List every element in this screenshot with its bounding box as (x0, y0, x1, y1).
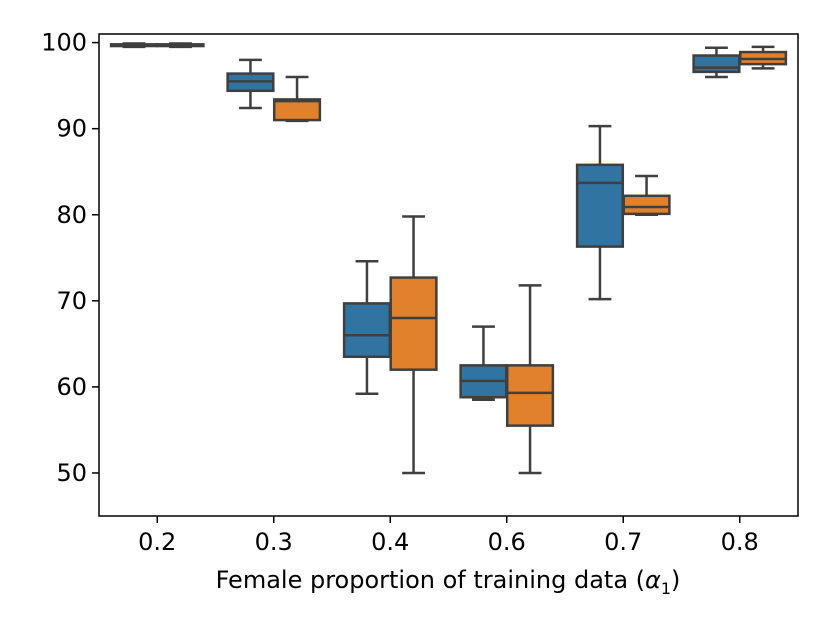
box-series-2-0.4 (389, 215, 438, 475)
box-series-2-0.7 (622, 174, 671, 216)
box-series-2-0.6 (505, 284, 555, 475)
box-series-1-0.2 (109, 42, 159, 49)
x-tick-label: 0.7 (604, 528, 642, 556)
x-axis-title: Female proportion of training data (α1) (216, 566, 681, 598)
box-series-1-0.4 (342, 259, 392, 396)
x-axis-title-text: Female proportion of training data ( (216, 566, 645, 594)
y-tick-label: 80 (56, 201, 87, 229)
box-series-2-0.3 (272, 75, 322, 123)
box-series-2-0.2 (156, 42, 205, 49)
y-tick-label: 50 (56, 459, 87, 487)
x-axis-title-symbol: α (645, 566, 661, 594)
box-body (622, 194, 671, 216)
y-axis: 50 60 70 80 90 100 (41, 29, 99, 487)
box-body (342, 302, 392, 359)
x-tick-label: 0.4 (371, 528, 409, 556)
box-series-2-0.8 (738, 45, 788, 70)
box-body (272, 98, 322, 122)
x-axis-title-suffix: ) (671, 566, 680, 594)
y-tick-label: 60 (56, 373, 87, 401)
box-series-1-0.3 (226, 58, 275, 110)
x-tick-label: 0.8 (721, 528, 759, 556)
boxes-group (109, 42, 788, 475)
plot-frame (98, 33, 799, 517)
box-body (389, 276, 438, 371)
x-axis: 0.2 0.3 0.4 0.6 0.7 0.8 (138, 516, 759, 556)
y-tick-label: 70 (56, 287, 87, 315)
box-body (575, 163, 625, 248)
x-tick-label: 0.3 (255, 528, 293, 556)
box-body (505, 364, 555, 427)
box-series-1-0.6 (459, 325, 508, 402)
x-tick-label: 0.2 (138, 528, 176, 556)
box-series-1-0.8 (692, 46, 741, 79)
y-tick-label: 100 (41, 29, 87, 57)
box-series-1-0.7 (575, 124, 625, 301)
box-body (692, 54, 741, 74)
x-axis-title-subscript: 1 (661, 579, 671, 598)
y-tick-label: 90 (56, 115, 87, 143)
x-tick-label: 0.6 (488, 528, 526, 556)
